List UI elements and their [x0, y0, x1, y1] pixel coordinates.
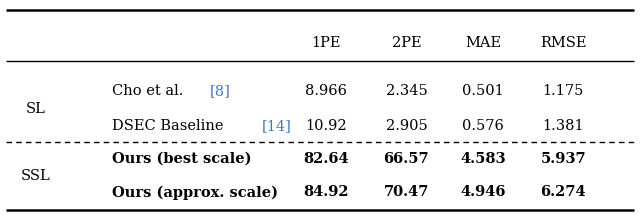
Text: 70.47: 70.47 [384, 185, 429, 200]
Text: SSL: SSL [20, 169, 50, 183]
Text: 10.92: 10.92 [305, 119, 348, 133]
Text: 66.57: 66.57 [383, 152, 429, 166]
Text: 2PE: 2PE [392, 36, 421, 50]
Text: 2.905: 2.905 [385, 119, 428, 133]
Text: 4.946: 4.946 [460, 185, 506, 200]
Text: Ours (approx. scale): Ours (approx. scale) [112, 185, 278, 200]
Text: Ours (best scale): Ours (best scale) [112, 152, 252, 166]
Text: 0.576: 0.576 [462, 119, 504, 133]
Text: 82.64: 82.64 [303, 152, 349, 166]
Text: 2.345: 2.345 [385, 84, 428, 98]
Text: [8]: [8] [210, 84, 231, 98]
Text: [14]: [14] [262, 119, 292, 133]
Text: MAE: MAE [465, 36, 501, 50]
Text: 6.274: 6.274 [540, 185, 586, 200]
Text: Cho et al.: Cho et al. [112, 84, 188, 98]
Text: 8.966: 8.966 [305, 84, 348, 98]
Text: SL: SL [25, 101, 45, 116]
Text: 5.937: 5.937 [540, 152, 586, 166]
Text: 1.175: 1.175 [543, 84, 584, 98]
Text: 1.381: 1.381 [542, 119, 584, 133]
Text: 4.583: 4.583 [460, 152, 506, 166]
Text: 84.92: 84.92 [303, 185, 349, 200]
Text: DSEC Baseline: DSEC Baseline [112, 119, 228, 133]
Text: RMSE: RMSE [540, 36, 586, 50]
Text: 0.501: 0.501 [462, 84, 504, 98]
Text: 1PE: 1PE [312, 36, 341, 50]
